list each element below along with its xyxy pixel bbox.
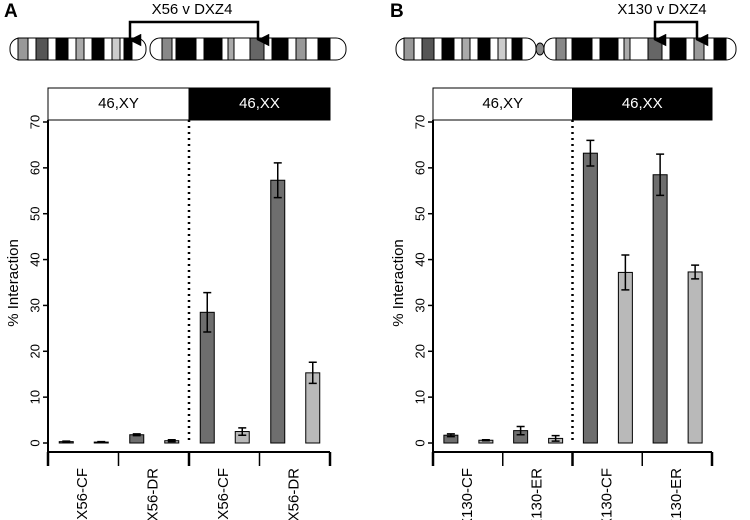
y-tick-label: 50 [412,206,427,220]
x-tick-label: X56-DR [286,468,303,520]
error-bar [97,440,106,444]
y-tick-label: 40 [412,252,427,266]
annotation: X130 v DXZ4 [617,1,706,18]
group-label: 46,XX [622,95,663,112]
group-box [47,87,190,121]
y-tick-label: 70 [412,115,427,129]
x-tick-label: X56-CF [74,468,91,520]
y-tick-label: 20 [412,344,427,358]
error-bar [132,433,141,437]
group-box [432,87,573,121]
ideogram-b [395,20,737,61]
y-tick-label: 10 [412,390,427,404]
y-tick-label: 30 [27,298,42,312]
error-bar [551,434,560,442]
y-tick-label: 0 [27,439,42,446]
x-tick-label: X130-ER [529,468,546,520]
y-tick-label: 10 [27,390,42,404]
y-tick-label: 60 [412,161,427,175]
y-tick-label: 20 [27,344,42,358]
error-bar [238,427,247,436]
group-box [188,87,331,121]
error-bar [516,425,525,436]
x-tick-label: X56-CF [215,468,232,520]
y-axis-title: % Interaction [390,239,407,327]
bar [687,271,703,444]
bar [270,179,286,444]
error-bar [62,440,71,443]
y-tick-label: 60 [27,161,42,175]
error-bar [273,162,282,199]
annotation: X56 v DXZ4 [152,1,233,18]
x-tick-label: X130-ER [668,468,685,520]
x-tick-label: X130-CF [459,468,476,520]
x-tick-label: X130-CF [598,468,615,520]
y-tick-label: 30 [412,298,427,312]
error-bar [656,153,665,197]
error-bar [621,254,630,291]
panel-label: B [390,1,404,22]
group-box [572,87,713,121]
error-bar [308,361,317,385]
error-bar [481,439,490,442]
error-bar [446,433,455,438]
y-axis-title: % Interaction [5,239,22,327]
panel-label: A [4,1,18,22]
y-tick-label: 0 [412,439,427,446]
error-bar [167,439,176,443]
error-bar [203,291,212,333]
y-tick-label: 70 [27,115,42,129]
x-tick-label: X56-DR [145,468,162,520]
ideogram-a [9,20,347,61]
bar [617,271,633,444]
group-label: 46,XY [482,95,523,112]
group-label: 46,XY [98,95,139,112]
error-bar [691,264,700,280]
bar [582,152,598,444]
error-bar [586,139,595,167]
y-tick-label: 50 [27,206,42,220]
y-tick-label: 40 [27,252,42,266]
group-label: 46,XX [239,95,280,112]
bar [652,174,668,444]
